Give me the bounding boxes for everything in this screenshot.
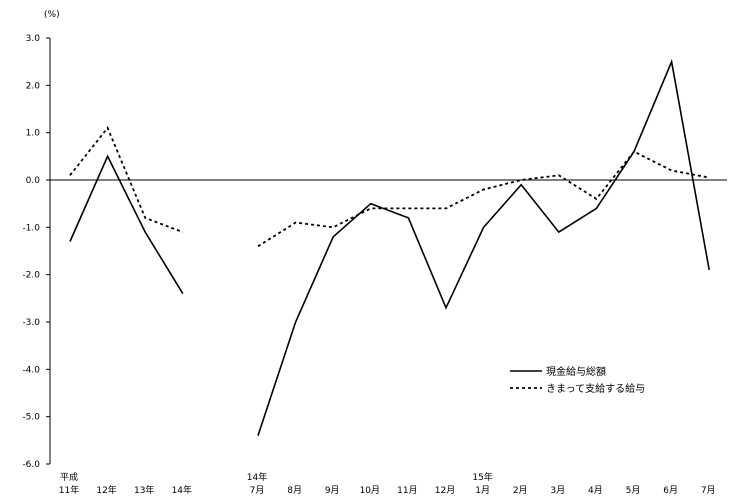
y-tick-label: 2.0 xyxy=(26,81,41,91)
series-line xyxy=(257,150,710,248)
y-tick-label: -5.0 xyxy=(22,413,40,423)
y-tick-label: -6.0 xyxy=(22,460,40,470)
y-tick-label: 3.0 xyxy=(26,34,41,44)
x-tick-label: 7月 xyxy=(250,485,265,496)
y-tick-label: -1.0 xyxy=(22,223,40,233)
y-tick-label: -2.0 xyxy=(22,271,40,281)
x-tick-label-line1: 14年 xyxy=(247,471,267,483)
y-tick-label: -3.0 xyxy=(22,318,40,328)
x-tick-label: 1月 xyxy=(475,485,490,496)
x-tick-label: 12年 xyxy=(96,484,116,496)
series-1 xyxy=(69,58,710,436)
legend-label: 現金給与総額 xyxy=(546,365,606,378)
x-tick-label: 2月 xyxy=(513,485,528,496)
series-line xyxy=(69,126,184,233)
x-tick-label: 13年 xyxy=(134,484,154,496)
x-tick-label: 6月 xyxy=(663,485,678,496)
x-tick-label-line1: 平成 xyxy=(60,471,78,483)
y-axis: (%) 3.0 2.0 1.0 0.0 -1.0 -2.0 -3.0 -4.0 -5.0 -6.0 xyxy=(22,10,727,470)
x-tick-label: 3月 xyxy=(550,485,565,496)
series-layer xyxy=(69,58,710,436)
legend-label: きまって支給する給与 xyxy=(546,382,645,395)
y-tick-label: 0.0 xyxy=(26,176,41,186)
x-tick-label: 11年 xyxy=(59,484,79,496)
x-tick-label: 11月 xyxy=(397,485,417,496)
x-tick-label: 9月 xyxy=(325,485,340,496)
y-tick-label: -4.0 xyxy=(22,365,40,375)
x-tick-label: 4月 xyxy=(588,485,603,496)
x-tick-label: 8月 xyxy=(287,485,302,496)
x-tick-label: 5月 xyxy=(626,485,641,496)
x-tick-label: 14年 xyxy=(172,484,192,496)
y-unit-label: (%) xyxy=(44,10,60,20)
x-tick-label-line1: 15年 xyxy=(472,471,492,483)
x-tick-label: 7月 xyxy=(701,485,716,496)
x-tick-label: 10月 xyxy=(360,485,380,496)
series-line xyxy=(69,154,184,295)
series-2 xyxy=(69,126,710,248)
series-line xyxy=(257,58,710,436)
x-tick-label: 12月 xyxy=(435,485,455,496)
y-tick-label: 1.0 xyxy=(26,129,41,139)
